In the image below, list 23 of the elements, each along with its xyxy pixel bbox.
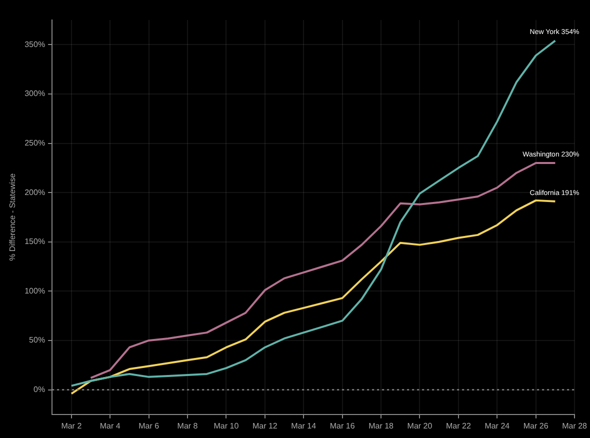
y-tick-label: 300% (24, 89, 46, 98)
x-tick-label: Mar 16 (330, 421, 356, 430)
y-tick-label: 350% (24, 40, 46, 49)
x-tick-label: Mar 14 (291, 421, 317, 430)
x-tick-label: Mar 18 (368, 421, 394, 430)
y-axis-title: % Difference - Statewise (8, 172, 18, 261)
x-tick-label: Mar 26 (523, 421, 549, 430)
y-tick-label: 150% (24, 237, 46, 246)
x-tick-label: Mar 12 (252, 421, 278, 430)
x-tick-label: Mar 24 (484, 421, 510, 430)
x-tick-label: Mar 6 (138, 421, 160, 430)
y-tick-label: 100% (24, 286, 46, 296)
y-tick-label: 0% (34, 384, 46, 394)
y-tick-label: 50% (29, 336, 46, 345)
y-tick-label: 250% (24, 138, 46, 148)
x-tick-label: Mar 10 (214, 421, 240, 430)
x-tick-label: Mar 2 (61, 421, 82, 430)
y-tick-label: 200% (24, 188, 46, 197)
x-tick-label: Mar 8 (177, 421, 198, 430)
x-tick-label: Mar 22 (446, 421, 472, 430)
x-tick-label: Mar 28 (562, 421, 588, 430)
x-tick-label: Mar 20 (407, 421, 433, 430)
x-tick-label: Mar 4 (100, 421, 121, 430)
